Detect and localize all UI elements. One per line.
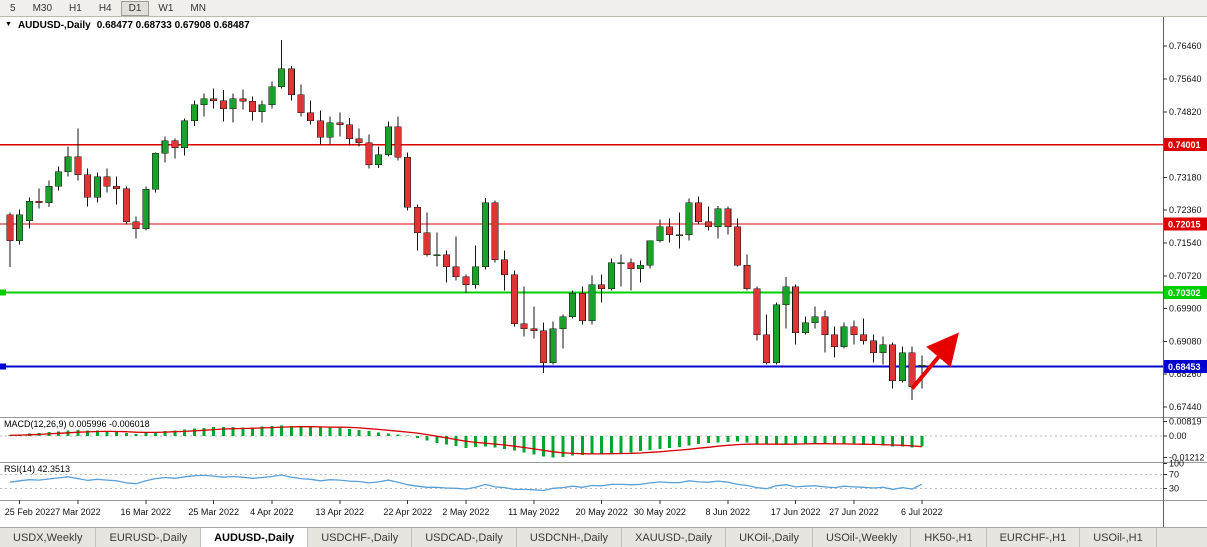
timeframe-button-m30[interactable]: M30 xyxy=(32,2,53,14)
svg-text:0.76460: 0.76460 xyxy=(1169,41,1202,51)
svg-text:0.70302: 0.70302 xyxy=(1168,288,1201,298)
svg-text:0.70720: 0.70720 xyxy=(1169,271,1202,281)
chart-tab-usdx-weekly[interactable]: USDX,Weekly xyxy=(0,528,97,547)
horizontal-line-objects[interactable] xyxy=(0,143,1163,370)
svg-text:0.69900: 0.69900 xyxy=(1169,304,1202,314)
svg-text:6 Jul 2022: 6 Jul 2022 xyxy=(901,507,943,517)
chart-tab-usdcad-daily[interactable]: USDCAD-,Daily xyxy=(412,528,517,547)
svg-text:-0.01212: -0.01212 xyxy=(1169,453,1205,463)
svg-text:25 Mar 2022: 25 Mar 2022 xyxy=(188,507,239,517)
svg-text:100: 100 xyxy=(1169,459,1184,469)
price-chart-svg[interactable]: 0.76460 0.75640 0.74820 0.73180 0.72360 0.715… xyxy=(0,17,1207,527)
svg-text:0.00819: 0.00819 xyxy=(1169,416,1202,426)
svg-text:7 Mar 2022: 7 Mar 2022 xyxy=(55,507,101,517)
svg-text:4 Apr 2022: 4 Apr 2022 xyxy=(250,507,294,517)
svg-text:0.73180: 0.73180 xyxy=(1169,172,1202,182)
timeframe-button-mn[interactable]: MN xyxy=(190,2,206,14)
trend-arrow-annotation[interactable] xyxy=(910,332,959,390)
svg-text:13 Apr 2022: 13 Apr 2022 xyxy=(316,507,365,517)
chart-tab-eurusd-daily[interactable]: EURUSD-,Daily xyxy=(96,528,202,547)
svg-text:16 Mar 2022: 16 Mar 2022 xyxy=(121,507,172,517)
svg-text:0.72015: 0.72015 xyxy=(1168,220,1201,230)
svg-text:27 Jun 2022: 27 Jun 2022 xyxy=(829,507,879,517)
svg-text:0.71540: 0.71540 xyxy=(1169,238,1202,248)
chart-tab-ukoil-daily[interactable]: UKOil-,Daily xyxy=(726,528,813,547)
svg-text:0.74820: 0.74820 xyxy=(1169,107,1202,117)
panel-dividers[interactable] xyxy=(0,417,1207,501)
timeframe-button-h1[interactable]: H1 xyxy=(69,2,82,14)
rsi-panel xyxy=(0,473,1163,492)
candlesticks xyxy=(6,40,926,400)
svg-text:30 May 2022: 30 May 2022 xyxy=(634,507,686,517)
chart-tabs-bar: USDX,Weekly EURUSD-,Daily AUDUSD-,Daily USD… xyxy=(0,527,1207,547)
svg-text:8 Jun 2022: 8 Jun 2022 xyxy=(706,507,751,517)
svg-text:0.00: 0.00 xyxy=(1169,431,1187,441)
chart-tab-xauusd-daily[interactable]: XAUUSD-,Daily xyxy=(622,528,727,547)
timeframe-button-d1[interactable]: D1 xyxy=(120,0,150,16)
svg-text:0.75640: 0.75640 xyxy=(1169,74,1202,84)
svg-text:22 Apr 2022: 22 Apr 2022 xyxy=(383,507,432,517)
svg-text:0.74001: 0.74001 xyxy=(1168,140,1201,150)
svg-text:0.69080: 0.69080 xyxy=(1169,336,1202,346)
chart-tab-usoil-weekly[interactable]: USOil-,Weekly xyxy=(813,528,912,547)
svg-text:70: 70 xyxy=(1169,469,1179,479)
svg-text:20 May 2022: 20 May 2022 xyxy=(576,507,628,517)
chart-tab-usdcnh-daily[interactable]: USDCNH-,Daily xyxy=(517,528,623,547)
svg-text:0.72360: 0.72360 xyxy=(1169,205,1202,215)
timeframe-button-5[interactable]: 5 xyxy=(10,2,16,14)
chart-tab-eurchf-h1[interactable]: EURCHF-,H1 xyxy=(987,528,1081,547)
svg-text:17 Jun 2022: 17 Jun 2022 xyxy=(771,507,821,517)
chart-tab-usdchf-daily[interactable]: USDCHF-,Daily xyxy=(308,528,413,547)
chart-tab-audusd-daily[interactable]: AUDUSD-,Daily xyxy=(201,528,309,547)
chart-area[interactable]: 0.76460 0.75640 0.74820 0.73180 0.72360 0.715… xyxy=(0,17,1207,527)
timeframe-toolbar: 5 M30 H1 H4 D1 W1 MN xyxy=(0,0,1207,17)
chart-tab-hk50-h1[interactable]: HK50-,H1 xyxy=(911,528,987,547)
svg-text:25 Feb 2022: 25 Feb 2022 xyxy=(5,507,56,517)
svg-text:30: 30 xyxy=(1169,484,1179,494)
svg-text:2 May 2022: 2 May 2022 xyxy=(442,507,489,517)
timeframe-button-w1[interactable]: W1 xyxy=(158,2,174,14)
chart-tab-usoil-h1[interactable]: USOil-,H1 xyxy=(1080,528,1157,547)
svg-text:0.67440: 0.67440 xyxy=(1169,402,1202,412)
macd-panel xyxy=(0,425,1163,458)
svg-text:0.68453: 0.68453 xyxy=(1168,362,1201,372)
svg-text:11 May 2022: 11 May 2022 xyxy=(508,507,559,517)
axes: 0.76460 0.75640 0.74820 0.73180 0.72360 0.715… xyxy=(5,17,1205,527)
price-badges: 0.74001 0.72015 0.70302 0.68453 xyxy=(1164,138,1207,373)
svg-text:0.68260: 0.68260 xyxy=(1169,369,1202,379)
timeframe-button-h4[interactable]: H4 xyxy=(98,2,112,14)
